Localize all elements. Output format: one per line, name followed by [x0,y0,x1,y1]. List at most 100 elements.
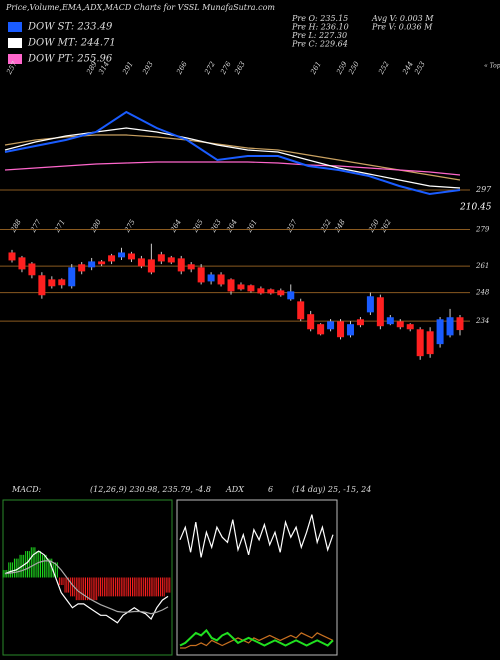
level-label: 257 [285,218,299,235]
candle-body [257,288,265,294]
top-label: 291 [121,60,135,76]
level-label: 250 [367,218,381,235]
candle-body [376,297,384,327]
adx-line [179,628,334,647]
top-label: 259 [335,60,349,77]
candle-body [267,289,275,294]
legend-swatch [8,38,22,48]
candle-body [108,255,116,262]
candle-body [147,259,155,273]
legend-label: DOW MT: 244.71 [27,38,116,49]
adx-params: (14 day) 25, -15, 24 [292,485,371,494]
candle-body [436,319,444,345]
candle-body [78,264,86,272]
level-label: 265 [191,218,205,235]
info-text: Pre V: 0.036 M [371,23,433,32]
ema-line [4,127,461,189]
candle-body [197,267,205,283]
annotation: 210.45 [459,203,492,213]
level-label: 263 [209,218,223,235]
candle-body [366,296,374,313]
candle-body [118,252,126,258]
adx-line [179,514,334,558]
level-label: 252 [319,218,333,235]
top-label: 253 [413,60,427,77]
top-label: 266 [175,60,189,77]
ema-line [4,110,461,196]
candle-body [98,261,106,265]
candle-body [167,257,175,263]
candle-body [237,284,245,290]
candle-body [386,317,394,325]
level-label: 280 [89,218,103,235]
candle-body [88,261,96,268]
legend-swatch [8,22,22,32]
info-text: Pre H: 236.10 [291,23,349,32]
candle-body [346,324,354,336]
candle-body [207,274,215,282]
top-label: 250 [347,60,361,77]
candle-body [137,258,145,267]
candle-body [356,319,364,326]
candle-body [157,254,165,262]
adx-value: 6 [268,485,273,494]
level-label: 262 [379,218,393,235]
macd-line [4,560,169,615]
candle-body [127,253,135,260]
candle-body [406,324,414,330]
candle-body [287,291,295,300]
y-tick-label: 234 [475,317,489,325]
adx-panel [176,499,338,656]
y-tick-label: 261 [475,262,489,270]
candle-body [58,279,66,286]
candle-body [446,317,454,336]
candle-body [396,321,404,328]
top-label: 272 [203,60,217,77]
candle-body [307,314,315,330]
adx-label: ADX [225,485,244,494]
ema-line [4,161,461,176]
info-text: Pre C: 229.64 [291,40,348,49]
top-label: 261 [309,60,323,76]
top-label: 276 [219,60,233,77]
candle-body [177,258,185,272]
legend-label: DOW PT: 255.96 [27,54,113,65]
info-text: Avg V: 0.003 M [371,14,434,23]
info-text: Pre L: 227.30 [291,31,347,40]
level-label: 264 [225,218,239,234]
annotation: 297 [475,185,492,194]
y-tick-label: 279 [475,225,490,233]
candle-body [317,324,325,335]
candle-body [38,275,46,296]
candle-body [416,329,424,357]
legend-swatch [8,54,22,64]
level-label: 248 [333,218,347,235]
tops-label: « Tops [484,63,500,70]
candle-body [217,274,225,285]
y-tick-label: 248 [475,289,490,297]
candle-body [18,257,26,270]
candle-body [8,252,16,261]
level-label: 288 [9,218,23,235]
candle-body [68,267,76,287]
info-text: Pre O: 235.15 [291,14,348,23]
level-label: 271 [53,218,67,234]
level-label: 261 [245,218,259,234]
candle-body [277,290,285,296]
candle-body [456,317,464,331]
candle-body [247,285,255,292]
candle-body [227,279,235,292]
level-label: 277 [29,218,43,235]
macd-label: MACD: [11,485,42,494]
legend-label: DOW ST: 233.49 [27,22,113,33]
candle-body [48,279,56,287]
adx-line [180,632,334,649]
level-label: 275 [123,218,137,235]
top-label: 252 [377,60,391,77]
top-label: 263 [233,60,247,77]
candle-body [28,263,36,276]
top-label: 293 [141,60,155,77]
level-label: 264 [169,218,183,234]
